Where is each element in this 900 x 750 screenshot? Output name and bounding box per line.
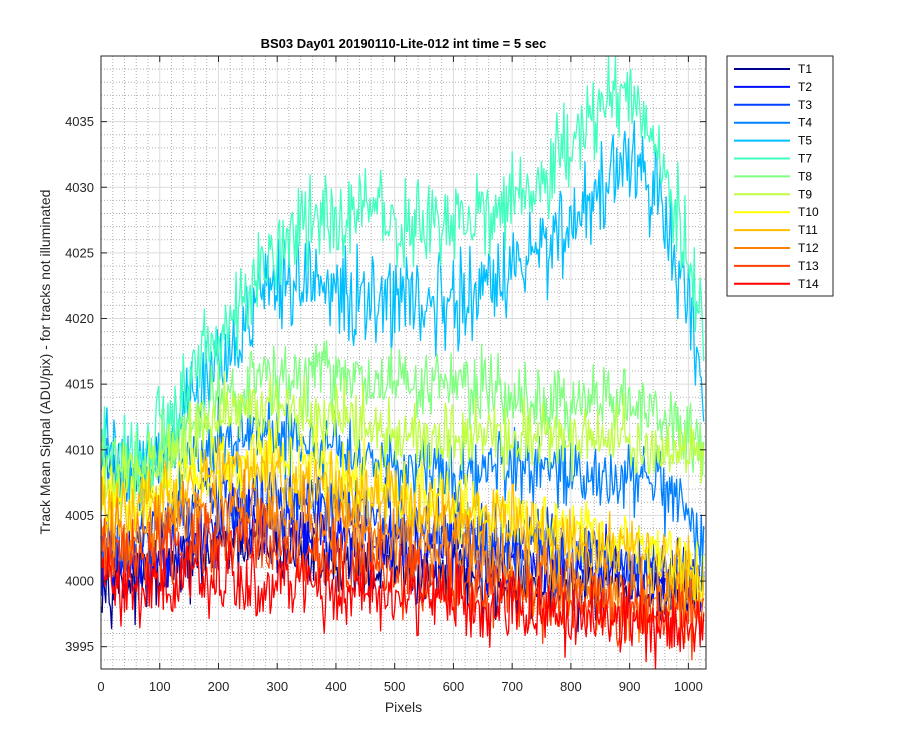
series-layer (100, 55, 705, 670)
legend-label-t14: T14 (798, 277, 819, 291)
legend-label-t1: T1 (798, 62, 812, 76)
series-line-t12 (100, 469, 705, 644)
x-tick-label: 1000 (674, 679, 703, 694)
legend-label-t13: T13 (798, 259, 819, 273)
x-tick-label: 800 (560, 679, 582, 694)
legend: T1 T2 T3 T4 T5 T7 T8 T9 T10 T11 T12 T13 T14 (726, 55, 834, 297)
y-tick-label: 4030 (65, 180, 94, 195)
x-tick-label: 100 (149, 679, 171, 694)
x-tick-label: 400 (325, 679, 347, 694)
series-line-t2 (100, 473, 705, 613)
plot-frame (100, 55, 707, 670)
series-line-t5 (100, 120, 705, 507)
series-line-t9 (100, 371, 705, 525)
legend-label-t10: T10 (798, 205, 819, 219)
legend-label-t12: T12 (798, 241, 819, 255)
legend-label-t11: T11 (798, 223, 818, 237)
y-tick-label: 4015 (65, 377, 94, 392)
series-line-t7 (100, 55, 705, 500)
series-line-t11 (100, 436, 705, 622)
legend-label-t7: T7 (798, 152, 812, 166)
x-tick-label: 500 (384, 679, 406, 694)
legend-label-t5: T5 (798, 134, 812, 148)
legend-label-t9: T9 (798, 187, 812, 201)
x-tick-label: 900 (619, 679, 641, 694)
x-tick-label: 300 (266, 679, 288, 694)
series-line-t14 (100, 540, 705, 670)
chart-title: BS03 Day01 20190110-Lite-012 int time = … (261, 36, 547, 51)
x-tick-label: 200 (208, 679, 230, 694)
axis-ticks: 0 100 200 300 400 500 600 700 800 900 1000 3995 4000… (65, 56, 706, 694)
y-tick-label: 4020 (65, 311, 94, 326)
x-tick-label: 600 (443, 679, 465, 694)
legend-label-t3: T3 (798, 98, 812, 112)
y-tick-label: 4005 (65, 508, 94, 523)
y-tick-label: 4010 (65, 442, 94, 457)
y-axis-label: Track Mean Signal (ADU/pix) - for tracks… (37, 190, 53, 535)
y-tick-label: 4000 (65, 574, 94, 589)
y-tick-label: 4025 (65, 245, 94, 260)
y-tick-label: 4035 (65, 114, 94, 129)
legend-label-t8: T8 (798, 169, 812, 183)
legend-label-t4: T4 (798, 116, 812, 130)
x-tick-label: 0 (97, 679, 104, 694)
y-tick-label: 3995 (65, 639, 94, 654)
x-tick-label: 700 (501, 679, 523, 694)
x-axis-label: Pixels (385, 699, 422, 715)
legend-label-t2: T2 (798, 80, 812, 94)
